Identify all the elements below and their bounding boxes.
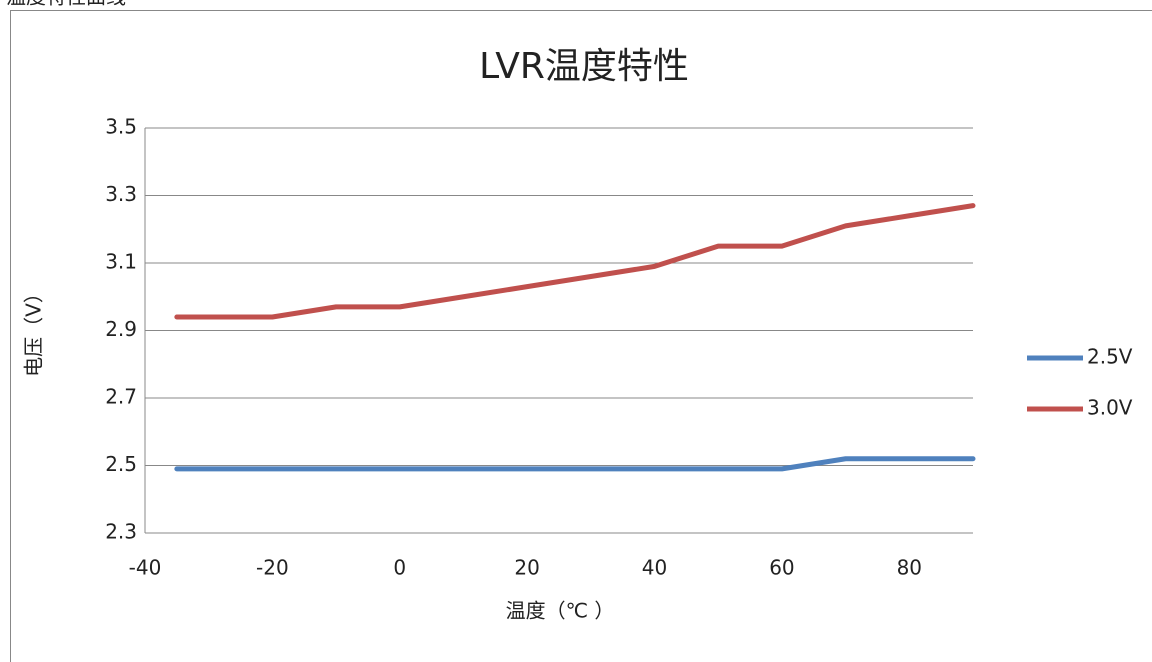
x-tick-label: 60 (769, 556, 794, 580)
y-tick-label: 3.1 (105, 250, 137, 274)
y-axis-label: 电压（V） (22, 283, 46, 377)
chart-title: LVR温度特性 (479, 46, 689, 87)
x-tick-label: -20 (256, 556, 289, 580)
chart-frame (10, 10, 1152, 662)
x-axis-label: 温度（℃ ） (506, 599, 615, 623)
y-tick-label: 2.7 (105, 385, 137, 409)
legend-label: 2.5V (1087, 345, 1133, 369)
caption: 温度特性曲线 (6, 0, 126, 9)
y-tick-label: 2.9 (105, 317, 137, 341)
x-tick-label: 40 (642, 556, 667, 580)
line-series (174, 203, 976, 320)
y-tick-label: 3.3 (105, 182, 137, 206)
y-tick-label: 2.5 (105, 452, 137, 476)
x-tick-label: -40 (129, 556, 162, 580)
y-tick-label: 3.5 (105, 115, 137, 139)
x-tick-label: 20 (514, 556, 539, 580)
x-tick-label: 80 (897, 556, 922, 580)
legend-label: 3.0V (1087, 396, 1133, 420)
y-tick-label: 2.3 (105, 520, 137, 544)
line-series (174, 456, 976, 472)
x-tick-label: 0 (393, 556, 406, 580)
